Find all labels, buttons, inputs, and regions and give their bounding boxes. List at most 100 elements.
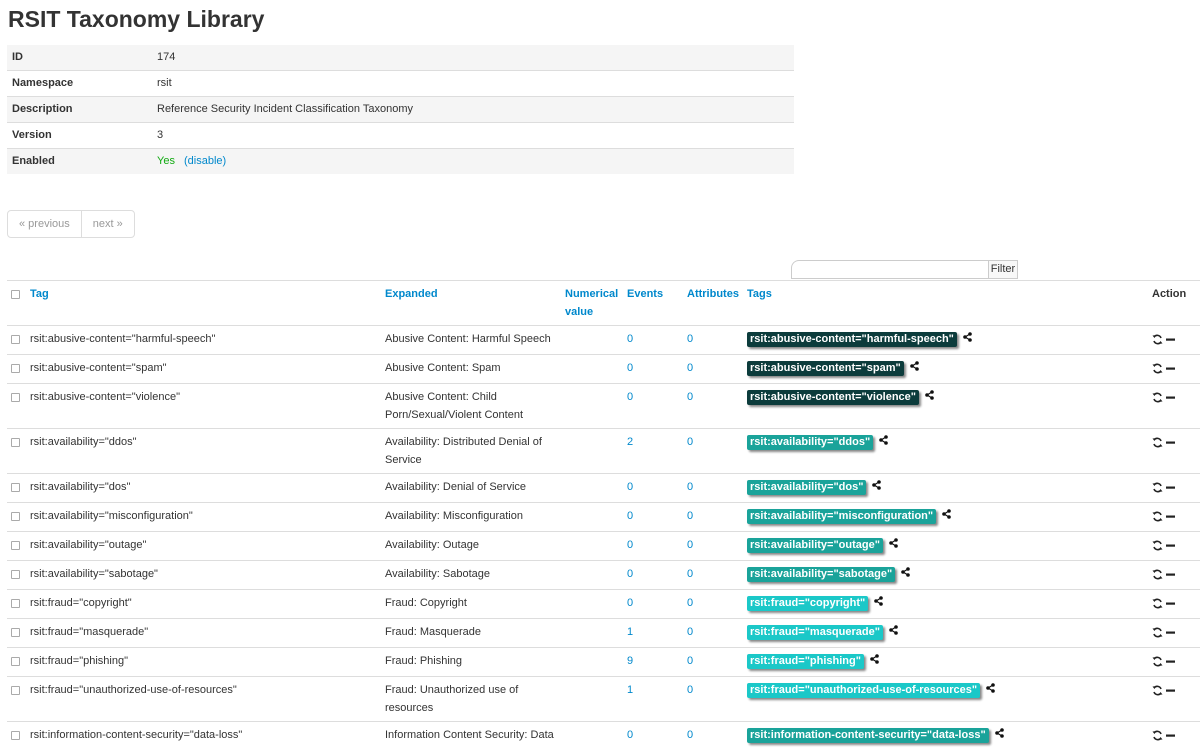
tag-pill[interactable]: rsit:fraud="copyright" xyxy=(747,596,868,611)
minus-icon[interactable] xyxy=(1166,436,1175,448)
attributes-count-link[interactable]: 0 xyxy=(687,684,693,696)
sync-icon[interactable] xyxy=(1152,684,1163,696)
share-icon[interactable] xyxy=(963,330,972,348)
minus-icon[interactable] xyxy=(1166,539,1175,551)
row-checkbox[interactable] xyxy=(11,512,20,521)
tag-pill[interactable]: rsit:availability="misconfiguration" xyxy=(747,509,936,524)
events-count-link[interactable]: 0 xyxy=(627,481,633,493)
share-icon[interactable] xyxy=(889,536,898,554)
attributes-count-link[interactable]: 0 xyxy=(687,597,693,609)
row-checkbox[interactable] xyxy=(11,657,20,666)
sync-icon[interactable] xyxy=(1152,655,1163,667)
events-count-link[interactable]: 0 xyxy=(627,362,633,374)
attributes-count-link[interactable]: 0 xyxy=(687,626,693,638)
share-icon[interactable] xyxy=(901,565,910,583)
tag-pill[interactable]: rsit:fraud="phishing" xyxy=(747,654,864,669)
attributes-count-link[interactable]: 0 xyxy=(687,391,693,403)
tag-pill[interactable]: rsit:abusive-content="harmful-speech" xyxy=(747,332,957,347)
row-checkbox[interactable] xyxy=(11,393,20,402)
attributes-count-link[interactable]: 0 xyxy=(687,362,693,374)
attributes-count-link[interactable]: 0 xyxy=(687,729,693,741)
column-header-tags[interactable]: Tags xyxy=(743,281,1148,326)
filter-input[interactable] xyxy=(791,260,988,279)
share-icon[interactable] xyxy=(870,652,879,670)
tag-pill[interactable]: rsit:fraud="unauthorized-use-of-resource… xyxy=(747,683,980,698)
sync-icon[interactable] xyxy=(1152,539,1163,551)
minus-icon[interactable] xyxy=(1166,655,1175,667)
disable-link[interactable]: (disable) xyxy=(184,155,226,167)
row-checkbox[interactable] xyxy=(11,483,20,492)
sync-icon[interactable] xyxy=(1152,436,1163,448)
row-checkbox[interactable] xyxy=(11,335,20,344)
attributes-count-link[interactable]: 0 xyxy=(687,333,693,345)
sync-icon[interactable] xyxy=(1152,362,1163,374)
tag-pill[interactable]: rsit:information-content-security="data-… xyxy=(747,728,989,743)
minus-icon[interactable] xyxy=(1166,510,1175,522)
row-checkbox[interactable] xyxy=(11,364,20,373)
tag-pill[interactable]: rsit:availability="outage" xyxy=(747,538,883,553)
minus-icon[interactable] xyxy=(1166,597,1175,609)
tag-pill[interactable]: rsit:availability="dos" xyxy=(747,480,866,495)
attributes-count-link[interactable]: 0 xyxy=(687,655,693,667)
sync-icon[interactable] xyxy=(1152,626,1163,638)
sync-icon[interactable] xyxy=(1152,597,1163,609)
events-count-link[interactable]: 0 xyxy=(627,597,633,609)
events-count-link[interactable]: 1 xyxy=(627,626,633,638)
row-checkbox[interactable] xyxy=(11,438,20,447)
sync-icon[interactable] xyxy=(1152,510,1163,522)
select-all-checkbox[interactable] xyxy=(11,290,20,299)
attributes-count-link[interactable]: 0 xyxy=(687,481,693,493)
attributes-count-link[interactable]: 0 xyxy=(687,436,693,448)
tag-pill[interactable]: rsit:fraud="masquerade" xyxy=(747,625,883,640)
row-checkbox[interactable] xyxy=(11,541,20,550)
filter-button[interactable]: Filter xyxy=(988,260,1018,279)
share-icon[interactable] xyxy=(910,359,919,377)
minus-icon[interactable] xyxy=(1166,481,1175,493)
share-icon[interactable] xyxy=(942,507,951,525)
events-count-link[interactable]: 0 xyxy=(627,391,633,403)
sync-icon[interactable] xyxy=(1152,333,1163,345)
events-count-link[interactable]: 0 xyxy=(627,568,633,580)
sync-icon[interactable] xyxy=(1152,729,1163,741)
column-header-attributes[interactable]: Attributes xyxy=(683,281,743,326)
tag-pill[interactable]: rsit:abusive-content="violence" xyxy=(747,390,919,405)
share-icon[interactable] xyxy=(925,388,934,406)
minus-icon[interactable] xyxy=(1166,568,1175,580)
sync-icon[interactable] xyxy=(1152,568,1163,580)
tag-pill[interactable]: rsit:availability="ddos" xyxy=(747,435,873,450)
row-checkbox[interactable] xyxy=(11,628,20,637)
row-checkbox[interactable] xyxy=(11,570,20,579)
events-count-link[interactable]: 2 xyxy=(627,436,633,448)
row-checkbox[interactable] xyxy=(11,599,20,608)
column-header-events[interactable]: Events xyxy=(623,281,683,326)
minus-icon[interactable] xyxy=(1166,362,1175,374)
sync-icon[interactable] xyxy=(1152,481,1163,493)
share-icon[interactable] xyxy=(872,478,881,496)
column-header-numerical-value[interactable]: Numerical value xyxy=(561,281,623,326)
share-icon[interactable] xyxy=(889,623,898,641)
events-count-link[interactable]: 0 xyxy=(627,539,633,551)
events-count-link[interactable]: 0 xyxy=(627,729,633,741)
share-icon[interactable] xyxy=(986,681,995,699)
tag-pill[interactable]: rsit:availability="sabotage" xyxy=(747,567,895,582)
row-checkbox[interactable] xyxy=(11,686,20,695)
share-icon[interactable] xyxy=(995,726,1004,744)
share-icon[interactable] xyxy=(879,433,888,451)
previous-page-button[interactable]: « previous xyxy=(8,211,81,237)
column-header-expanded[interactable]: Expanded xyxy=(381,281,561,326)
attributes-count-link[interactable]: 0 xyxy=(687,510,693,522)
events-count-link[interactable]: 0 xyxy=(627,510,633,522)
minus-icon[interactable] xyxy=(1166,684,1175,696)
column-header-tag[interactable]: Tag xyxy=(26,281,381,326)
events-count-link[interactable]: 1 xyxy=(627,684,633,696)
sync-icon[interactable] xyxy=(1152,391,1163,403)
attributes-count-link[interactable]: 0 xyxy=(687,539,693,551)
next-page-button[interactable]: next » xyxy=(81,211,134,237)
minus-icon[interactable] xyxy=(1166,391,1175,403)
row-checkbox[interactable] xyxy=(11,731,20,740)
minus-icon[interactable] xyxy=(1166,333,1175,345)
minus-icon[interactable] xyxy=(1166,626,1175,638)
tag-pill[interactable]: rsit:abusive-content="spam" xyxy=(747,361,904,376)
events-count-link[interactable]: 9 xyxy=(627,655,633,667)
minus-icon[interactable] xyxy=(1166,729,1175,741)
